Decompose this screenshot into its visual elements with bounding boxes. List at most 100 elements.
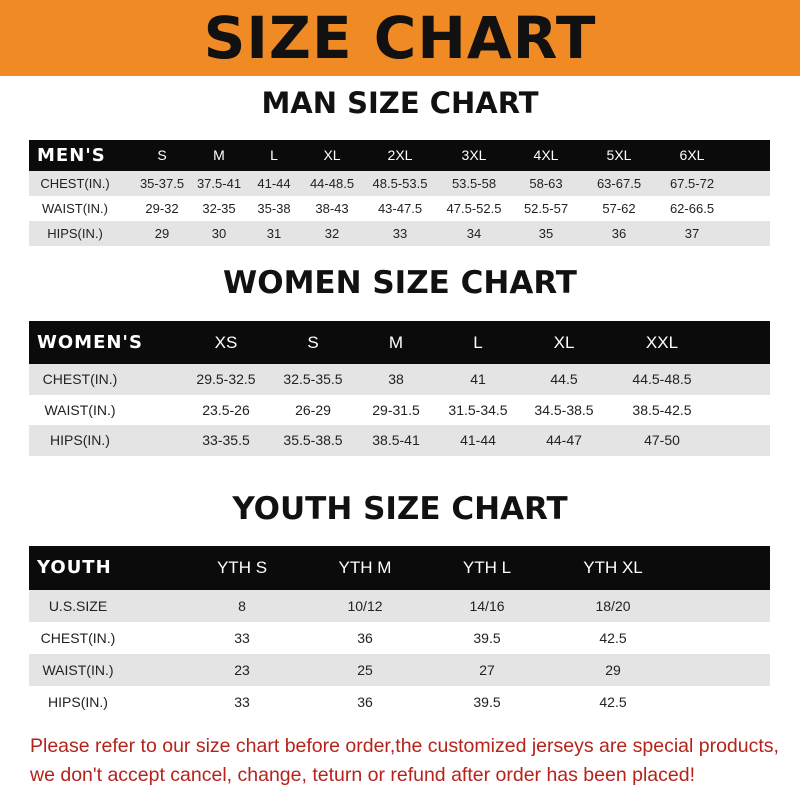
- table-cell: 29: [605, 662, 621, 678]
- table-cell: 23.5-26: [202, 401, 250, 418]
- table-cell: 38-43: [315, 201, 349, 216]
- table-cell: 43-47.5: [377, 201, 423, 216]
- banner-title: SIZE CHART: [203, 4, 597, 72]
- measurement-label: CHEST(IN.): [42, 371, 118, 387]
- table-row: WAIST(IN.) 29-32 32-35 35-38 38-43 43-47.5 47.…: [29, 196, 770, 221]
- table-cell: 36: [611, 226, 627, 241]
- men-chart-title: MAN SIZE CHART: [261, 86, 539, 120]
- size-header-cell: 4XL: [533, 147, 559, 163]
- table-cell: 29.5-32.5: [196, 371, 256, 387]
- table-cell: 27: [479, 662, 495, 678]
- table-cell: 48.5-53.5: [372, 176, 428, 191]
- table-cell: 38.5-42.5: [632, 401, 692, 418]
- table-cell: 58-63: [529, 176, 563, 191]
- table-row: CHEST(IN.) 29.5-32.5 32.5-35.5 38 41 44.5 44.5…: [29, 364, 770, 395]
- table-cell: 33: [234, 694, 250, 710]
- table-cell: 33: [392, 226, 408, 241]
- measurement-label: WAIST(IN.): [44, 401, 116, 418]
- youth-header-row: YOUTH YTH S YTH M YTH L YTH XL: [29, 546, 770, 590]
- men-size-table: MEN'S S M L XL 2XL 3XL 4XL 5XL 6XL CHEST(IN.) 35-37…: [29, 140, 770, 246]
- table-cell: 8: [238, 598, 246, 614]
- size-header-cell: L: [473, 333, 483, 352]
- table-cell: 44.5-48.5: [632, 371, 692, 387]
- measurement-label: HIPS(IN.): [48, 694, 108, 710]
- table-row: WAIST(IN.) 23 25 27 29: [29, 654, 770, 686]
- disclaimer-line-2: we don't accept cancel, change, teturn o…: [30, 764, 695, 786]
- size-header-cell: XL: [553, 333, 575, 352]
- table-cell: 37.5-41: [196, 176, 242, 191]
- table-row: WAIST(IN.) 23.5-26 26-29 29-31.5 31.5-34.5 34…: [29, 394, 770, 425]
- table-cell: 47-50: [644, 432, 680, 448]
- table-title-cell: MEN'S: [37, 145, 106, 166]
- table-row: CHEST(IN.) 33 36 39.5 42.5: [29, 622, 770, 654]
- size-header-cell: M: [213, 147, 225, 163]
- table-cell: 35.5-38.5: [283, 432, 343, 448]
- table-cell: 38.5-41: [372, 432, 420, 448]
- table-cell: 34.5-38.5: [534, 401, 594, 418]
- table-cell: 35: [538, 226, 554, 241]
- size-header-cell: 5XL: [606, 147, 632, 163]
- measurement-label: U.S.SIZE: [48, 598, 108, 614]
- table-cell: 32-35: [202, 201, 236, 216]
- measurement-label: CHEST(IN.): [40, 630, 116, 646]
- table-cell: 33: [234, 630, 250, 646]
- size-header-cell: 2XL: [387, 147, 413, 163]
- table-cell: 23: [234, 662, 250, 678]
- table-cell: 62-66.5: [669, 201, 715, 216]
- table-title-cell: YOUTH: [37, 557, 112, 578]
- table-cell: 39.5: [473, 694, 501, 710]
- measurement-label: WAIST(IN.): [42, 662, 114, 678]
- women-chart-title: WOMEN SIZE CHART: [223, 265, 577, 301]
- table-cell: 29: [154, 226, 170, 241]
- table-cell: 31.5-34.5: [448, 401, 508, 418]
- table-cell: 26-29: [295, 401, 331, 418]
- size-header-cell: S: [157, 147, 167, 163]
- table-cell: 41-44: [257, 176, 291, 191]
- size-header-cell: XL: [323, 147, 341, 163]
- table-row: CHEST(IN.) 35-37.5 37.5-41 41-44 44-48.5 48.5…: [29, 171, 770, 196]
- table-cell: 25: [357, 662, 373, 678]
- table-cell: 47.5-52.5: [446, 201, 502, 216]
- measurement-label: HIPS(IN.): [50, 432, 110, 448]
- women-header-row: WOMEN'S XS S M L XL XXL: [29, 321, 770, 364]
- table-cell: 32.5-35.5: [283, 371, 343, 387]
- youth-chart-title: YOUTH SIZE CHART: [232, 491, 568, 527]
- table-cell: 38: [388, 371, 404, 387]
- table-cell: 44-47: [546, 432, 582, 448]
- table-title-cell: WOMEN'S: [37, 332, 143, 353]
- table-cell: 35-37.5: [139, 176, 185, 191]
- table-cell: 32: [324, 226, 340, 241]
- table-row: U.S.SIZE 8 10/12 14/16 18/20: [29, 590, 770, 622]
- size-header-cell: L: [270, 147, 278, 163]
- table-row: HIPS(IN.) 29 30 31 32 33 34 35 36 37: [29, 221, 770, 246]
- table-cell: 67.5-72: [669, 176, 715, 191]
- table-cell: 31: [266, 226, 282, 241]
- table-cell: 42.5: [599, 630, 627, 646]
- size-header-cell: YTH XL: [583, 558, 643, 577]
- youth-size-table: YOUTH YTH S YTH M YTH L YTH XL U.S.SIZE 8 10/12…: [29, 546, 770, 718]
- measurement-label: CHEST(IN.): [40, 176, 110, 191]
- table-cell: 42.5: [599, 694, 627, 710]
- size-header-cell: YTH M: [338, 558, 392, 577]
- table-cell: 34: [466, 226, 482, 241]
- table-cell: 29-31.5: [372, 401, 420, 418]
- women-size-table: WOMEN'S XS S M L XL XXL CHEST(IN.) 29.5-32.5 32.5…: [29, 321, 770, 456]
- table-cell: 29-32: [145, 201, 179, 216]
- banner: SIZE CHART: [0, 0, 800, 76]
- table-cell: 41-44: [460, 432, 496, 448]
- table-cell: 37: [684, 226, 700, 241]
- table-cell: 53.5-58: [451, 176, 497, 191]
- table-cell: 10/12: [347, 598, 383, 614]
- size-header-cell: XS: [214, 333, 238, 352]
- table-cell: 44-48.5: [309, 176, 355, 191]
- table-cell: 41: [470, 371, 486, 387]
- disclaimer-line-1: Please refer to our size chart before or…: [30, 735, 779, 757]
- size-header-cell: XXL: [645, 333, 679, 352]
- size-header-cell: YTH L: [462, 558, 512, 577]
- table-cell: 52.5-57: [523, 201, 569, 216]
- table-row: HIPS(IN.) 33-35.5 35.5-38.5 38.5-41 41-44 44-…: [29, 425, 770, 456]
- table-row: HIPS(IN.) 33 36 39.5 42.5: [29, 686, 770, 718]
- table-cell: 63-67.5: [596, 176, 642, 191]
- table-cell: 39.5: [473, 630, 501, 646]
- table-cell: 30: [211, 226, 227, 241]
